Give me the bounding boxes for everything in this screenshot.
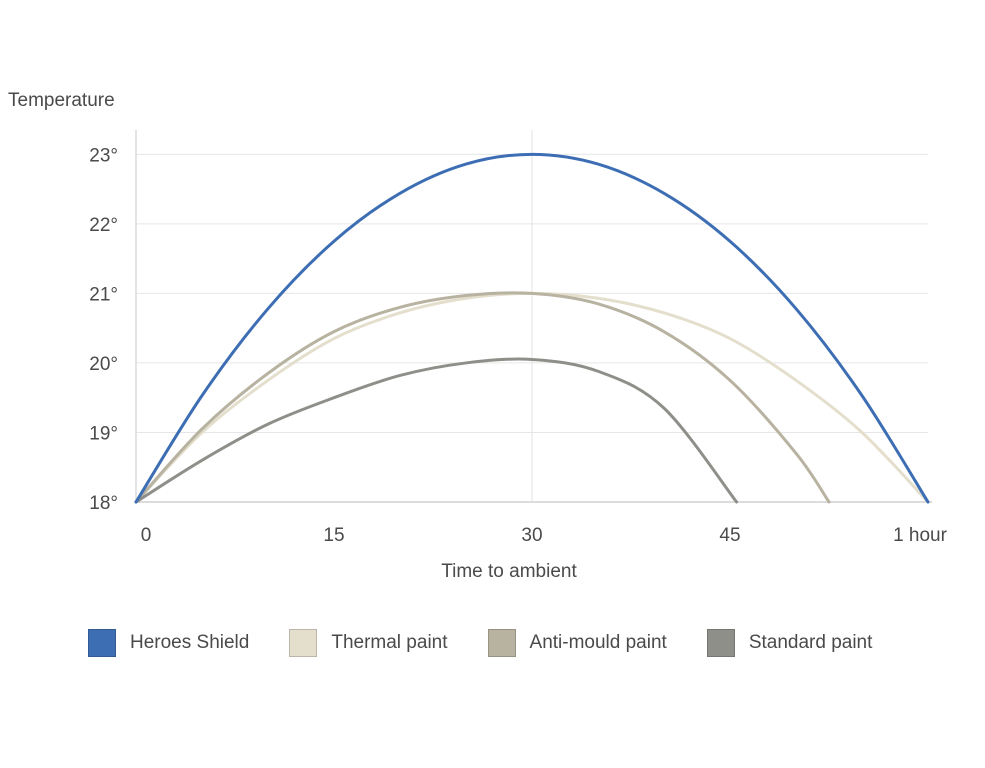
y-tick-label: 23° (89, 145, 118, 166)
y-tick-label: 20° (89, 354, 118, 375)
legend-swatch (289, 629, 318, 657)
x-tick-label: 30 (521, 525, 542, 546)
y-tick-label: 18° (89, 493, 118, 514)
legend-label: Heroes Shield (130, 632, 250, 653)
legend-swatch (88, 629, 116, 657)
y-tick-label: 21° (89, 284, 118, 305)
legend-swatch (487, 629, 516, 657)
series-line-heroes-shield (134, 152, 930, 504)
x-tick-label: 1 hour (893, 525, 948, 546)
legend-swatch (706, 629, 735, 657)
y-tick-label: 19° (89, 423, 118, 444)
legend-label: Thermal paint (331, 632, 448, 653)
legend-label: Anti-mould paint (529, 632, 667, 653)
x-tick-label: 0 (141, 525, 152, 546)
legend-item: Thermal paint (289, 629, 448, 657)
x-tick-label: 15 (323, 525, 344, 546)
legend-item: Anti-mould paint (487, 629, 667, 657)
legend-label: Standard paint (748, 632, 873, 653)
legend-item: Heroes Shield (88, 629, 249, 657)
series-line-standard-paint (134, 357, 739, 504)
tick-labels: 18° 19° 20° 21° 22° 23° 0 15 30 45 1 hour (89, 145, 947, 546)
x-axis-title: Time to ambient (441, 561, 577, 582)
y-tick-label: 22° (89, 215, 118, 236)
x-tick-label: 45 (719, 525, 740, 546)
series-lines (134, 152, 930, 504)
legend: Heroes Shield Thermal paint Anti-mould pai… (88, 629, 872, 657)
grid (136, 130, 928, 502)
y-axis-title: Temperature (8, 90, 115, 111)
axes (135, 130, 932, 503)
series-line-anti-mould-paint (134, 291, 831, 504)
legend-item: Standard paint (706, 629, 873, 657)
